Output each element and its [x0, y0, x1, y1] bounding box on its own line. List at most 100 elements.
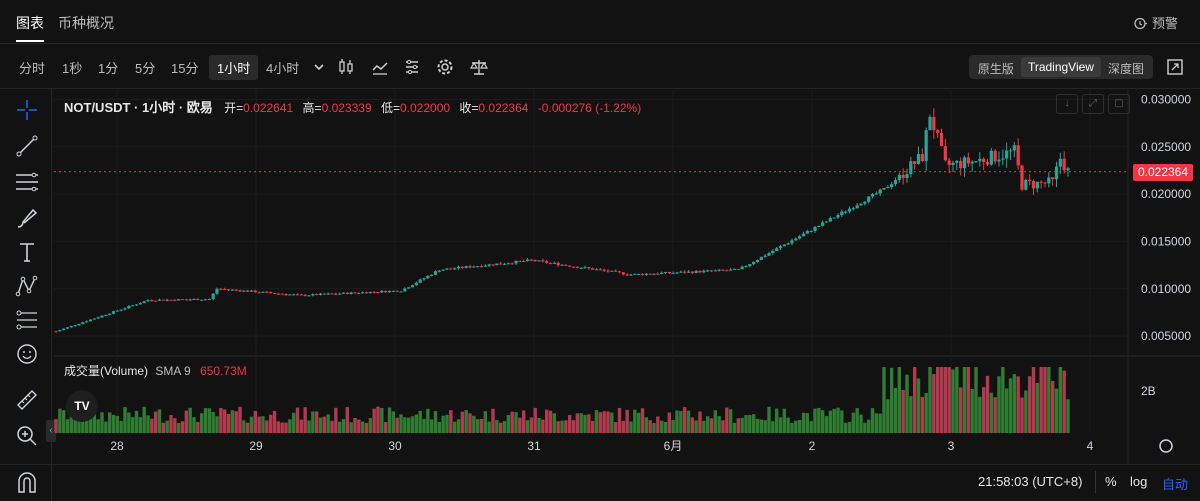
volume-bar: [541, 419, 545, 433]
candle-body: [188, 299, 192, 301]
tab-chart[interactable]: 图表: [16, 15, 44, 31]
restore-pane-icon[interactable]: ▢: [1108, 94, 1130, 114]
candle-body: [196, 299, 200, 301]
alarm-clock-icon: [1134, 17, 1147, 29]
candle-body: [1016, 145, 1020, 166]
volume-bar: [403, 417, 407, 433]
magnet-icon[interactable]: [14, 470, 40, 496]
candle-body: [445, 268, 449, 270]
view-mode-switch: 原生版 TradingView 深度图: [968, 55, 1153, 79]
timeframe-fenshi[interactable]: 分时: [19, 61, 46, 76]
volume-bar: [1008, 378, 1013, 433]
volume-bar: [824, 416, 829, 433]
timeframe-1s[interactable]: 1秒: [62, 61, 83, 76]
volume-bar: [192, 417, 196, 433]
clock-readout[interactable]: 21:58:03 (UTC+8): [978, 474, 1083, 489]
pattern-tool-icon[interactable]: [14, 273, 40, 299]
view-depth[interactable]: 深度图: [1107, 62, 1144, 76]
candle-type-icon[interactable]: [336, 57, 356, 77]
zoom-in-icon[interactable]: [14, 423, 40, 449]
prediction-tool-icon[interactable]: [14, 307, 40, 333]
scale-balance-icon[interactable]: [469, 57, 489, 77]
candle-body: [265, 291, 269, 293]
candle-body: [299, 294, 303, 296]
volume-bar: [314, 411, 319, 433]
auto-scale-toggle[interactable]: 自动: [1162, 477, 1189, 492]
emoji-icon[interactable]: [14, 341, 40, 367]
candle-body: [974, 161, 978, 163]
candle-body: [591, 268, 595, 270]
volume-bar: [675, 410, 679, 433]
alert-button[interactable]: 预警: [1133, 13, 1178, 32]
candle-body: [1058, 158, 1062, 167]
candle-body: [594, 269, 599, 271]
ruler-icon[interactable]: [14, 387, 40, 413]
volume-bar: [978, 396, 982, 433]
collapse-toolbar-button[interactable]: ‹: [46, 420, 56, 442]
candle-body: [357, 292, 361, 294]
tab-coin-overview[interactable]: 币种概况: [58, 15, 114, 31]
candle-body: [349, 292, 353, 295]
percent-scale-toggle[interactable]: %: [1105, 474, 1117, 489]
brush-icon[interactable]: [14, 205, 40, 231]
indicator-icon[interactable]: [370, 57, 390, 77]
volume-bar: [636, 412, 641, 433]
volume-bar: [993, 397, 997, 433]
volume-bar: [778, 417, 783, 433]
volume-bar: [165, 420, 169, 433]
volume-bar: [265, 420, 269, 433]
timeframe-4h[interactable]: 4小时: [266, 61, 300, 76]
candle-body: [1047, 177, 1051, 184]
candle-body: [560, 264, 564, 266]
volume-bar: [261, 416, 265, 433]
view-tradingview[interactable]: TradingView: [1020, 57, 1101, 77]
candle-body: [759, 256, 763, 260]
volume-bar: [100, 412, 104, 433]
text-tool-icon[interactable]: [14, 239, 40, 265]
timeframe-1h[interactable]: 1小时: [209, 55, 259, 80]
candle-body: [602, 269, 606, 271]
candle-body: [54, 331, 58, 333]
gear-icon[interactable]: [435, 57, 455, 77]
candle-body: [886, 187, 890, 189]
candle-body: [1012, 145, 1016, 151]
volume-bar: [111, 414, 116, 433]
volume-bar: [268, 414, 273, 433]
volume-bar: [521, 410, 526, 433]
scroll-down-icon[interactable]: ↓: [1056, 94, 1078, 114]
price-axis-label: 0.010000: [1141, 282, 1191, 296]
view-native[interactable]: 原生版: [977, 62, 1014, 76]
volume-bar: [817, 407, 821, 433]
candle-body: [502, 263, 507, 265]
chart-grid: [54, 90, 1200, 464]
volume-bar: [939, 367, 944, 433]
candle-body: [1031, 180, 1036, 189]
crosshair-icon[interactable]: [14, 97, 40, 123]
volume-bar: [372, 408, 376, 433]
chevron-down-icon[interactable]: [309, 57, 329, 77]
fullscreen-icon[interactable]: [1166, 58, 1184, 76]
volume-legend: 成交量(Volume) SMA 9 650.73M: [64, 362, 247, 379]
trend-line-icon[interactable]: [14, 133, 40, 159]
candle-body: [115, 310, 119, 312]
candle-body: [487, 264, 491, 266]
candle-body: [920, 154, 924, 161]
candle-body: [1028, 179, 1032, 181]
timeframe-15m[interactable]: 15分: [171, 61, 199, 76]
candle-body: [368, 291, 372, 294]
candle-body: [951, 162, 955, 165]
volume-bar: [138, 417, 143, 433]
candle-body: [361, 292, 365, 294]
horizontal-lines-icon[interactable]: [14, 169, 40, 195]
maximize-pane-icon[interactable]: ⤢: [1082, 94, 1104, 114]
list-settings-icon[interactable]: [402, 57, 422, 77]
volume-bar: [659, 420, 664, 433]
candle-body: [1020, 165, 1024, 190]
volume-bar: [1001, 367, 1005, 433]
axis-settings-icon[interactable]: [1159, 439, 1173, 453]
candle-body: [414, 282, 418, 286]
log-scale-toggle[interactable]: log: [1130, 474, 1148, 489]
timeframe-5m[interactable]: 5分: [135, 61, 156, 76]
timeframe-1m[interactable]: 1分: [98, 61, 119, 76]
